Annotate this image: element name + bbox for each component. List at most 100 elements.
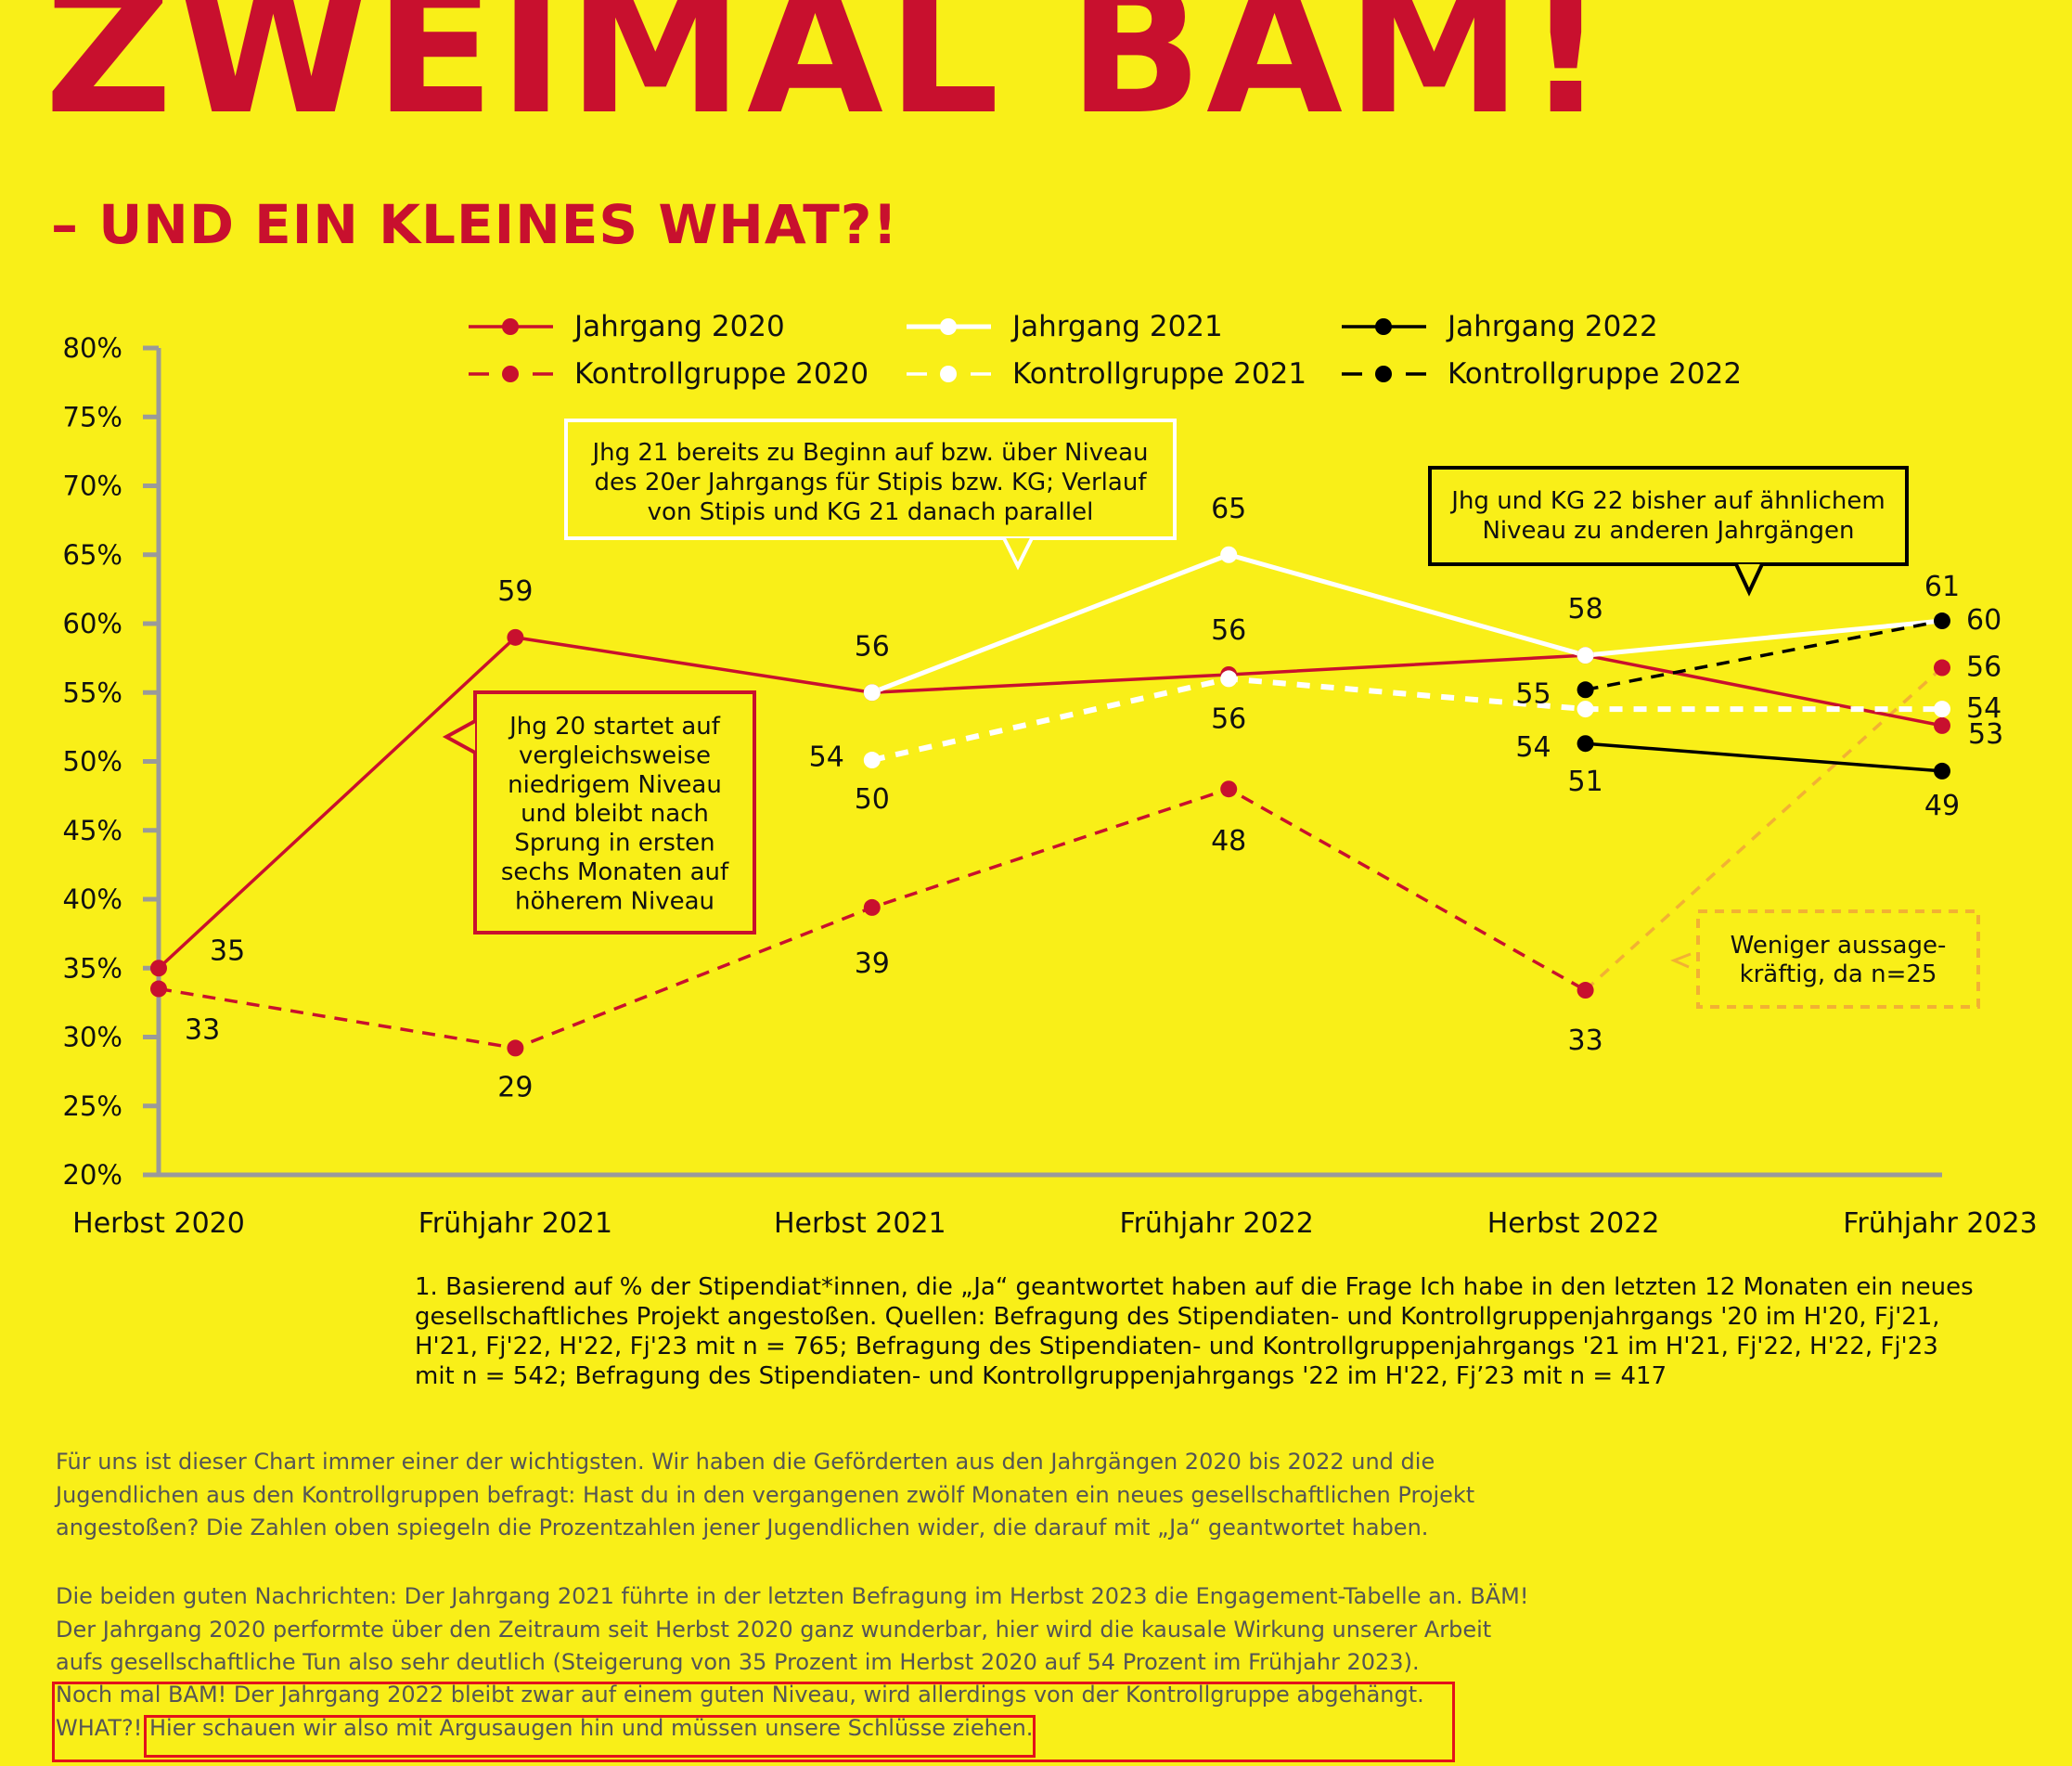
- annotation-text: niedrigem Niveau: [508, 771, 722, 799]
- annotation-tail-mask: [1004, 538, 1032, 566]
- kontrollgruppe-2020-point: [507, 1039, 524, 1057]
- x-tick-label: Herbst 2020: [72, 1207, 245, 1240]
- legend-marker-jahrgang-2022: [1375, 318, 1392, 335]
- y-tick-label: 45%: [63, 815, 122, 846]
- annotation-text: von Stipis und KG 21 danach parallel: [648, 498, 1094, 526]
- data-label: 58: [1568, 593, 1603, 625]
- body-paragraph-3: Noch mal BAM! Der Jahrgang 2022 bleibt z…: [56, 1679, 1540, 1745]
- y-tick-label: 80%: [63, 332, 122, 364]
- data-label: 61: [1924, 571, 1960, 603]
- annotation-text: und bleibt nach: [521, 800, 709, 828]
- annotation-tail: [442, 719, 476, 754]
- legend-marker-kontrollgruppe-2021: [940, 366, 957, 382]
- kontrollgruppe-2022-point: [1934, 612, 1950, 630]
- kontrollgruppe-2020-point: [1577, 982, 1594, 999]
- annotation-box: [1696, 909, 1980, 1009]
- kontrollgruppe-2022-point: [1577, 681, 1594, 699]
- annotation-box: [564, 419, 1177, 540]
- data-label: 50: [855, 783, 890, 816]
- kontrollgruppe-2020-point: [1220, 780, 1238, 798]
- x-tick-label: Herbst 2021: [774, 1207, 946, 1240]
- annotation-box: [1428, 466, 1909, 566]
- body-paragraph-1: Für uns ist dieser Chart immer einer der…: [56, 1449, 1475, 1540]
- y-tick-label: 70%: [63, 471, 122, 502]
- annotation-text: höherem Niveau: [515, 887, 714, 915]
- data-label: 54: [1515, 731, 1551, 764]
- annotation-text: Jhg 20 startet auf: [508, 713, 721, 741]
- data-label: 51: [1568, 766, 1603, 798]
- annotation-tail-mask: [446, 721, 475, 753]
- body-paragraph-3-line-2: WHAT?! Hier schauen wir also mit Argusau…: [56, 1714, 1034, 1741]
- legend-marker-jahrgang-2021: [940, 318, 957, 335]
- data-label: 54: [809, 741, 844, 773]
- y-tick-label: 20%: [63, 1159, 122, 1191]
- kontrollgruppe-2021-point: [1934, 701, 1950, 718]
- annotation-text: vergleichsweise: [519, 741, 711, 769]
- y-tick-label: 35%: [63, 952, 122, 984]
- legend-label-kontrollgruppe-2022: Kontrollgruppe 2022: [1448, 357, 1742, 391]
- legend-label-jahrgang-2022: Jahrgang 2022: [1446, 310, 1658, 343]
- kontrollgruppe-2020-point: [150, 980, 167, 998]
- data-label: 33: [185, 1014, 220, 1047]
- jahrgang-2020-point: [150, 960, 167, 977]
- annotation-text: Weniger aussage-: [1731, 932, 1947, 960]
- jahrgang-2020-line: [157, 635, 1943, 970]
- data-label: 60: [1966, 604, 2001, 637]
- jahrgang-2020-point: [1934, 716, 1950, 734]
- annotation-tail: [1734, 563, 1764, 597]
- annotation-tail: [1002, 537, 1034, 571]
- data-label: 53: [1968, 718, 2003, 751]
- legend-label-kontrollgruppe-2021: Kontrollgruppe 2021: [1012, 357, 1306, 391]
- jahrgang-2021-line: [870, 552, 1943, 695]
- jahrgang-2021-point: [863, 684, 881, 702]
- annotation-box: [473, 690, 756, 935]
- kontrollgruppe-2021-point: [863, 752, 881, 769]
- jahrgang-2022-point: [1577, 735, 1594, 753]
- legend-marker-jahrgang-2020: [502, 318, 519, 335]
- body-paragraph-3-line-1: Noch mal BAM! Der Jahrgang 2022 bleibt z…: [56, 1682, 1424, 1708]
- y-tick-label: 40%: [63, 883, 122, 915]
- jahrgang-2021-point: [1577, 647, 1594, 664]
- data-label: 49: [1924, 790, 1960, 822]
- legend-marker-kontrollgruppe-2022: [1375, 366, 1392, 382]
- jahrgang-2021-point: [1220, 546, 1238, 563]
- kontrollgruppe-2021-line: [871, 676, 1942, 763]
- y-tick-label: 60%: [63, 608, 122, 639]
- legend-label-jahrgang-2020: Jahrgang 2020: [573, 310, 785, 343]
- annotation-text: Sprung in ersten: [514, 830, 714, 857]
- data-label: 56: [1211, 614, 1246, 647]
- y-tick-label: 25%: [63, 1090, 122, 1122]
- data-label: 65: [1211, 493, 1246, 525]
- annotation-text: Niveau zu anderen Jahrgängen: [1482, 517, 1854, 545]
- annotation-text: kräftig, da n=25: [1740, 960, 1937, 988]
- kontrollgruppe-2020-point: [863, 898, 881, 916]
- y-tick-label: 50%: [63, 746, 122, 778]
- body-paragraph-2: Die beiden guten Nachrichten: Der Jahrga…: [56, 1583, 1529, 1675]
- annotation-tail-mask: [1736, 564, 1762, 592]
- data-label: 59: [497, 575, 533, 608]
- annotation-text: Jhg 21 bereits zu Beginn auf bzw. über N…: [590, 439, 1148, 467]
- legend-label-jahrgang-2021: Jahrgang 2021: [1010, 310, 1223, 343]
- kontrollgruppe-2021-point: [1220, 670, 1238, 688]
- annotation-text: Jhg und KG 22 bisher auf ähnlichem: [1449, 487, 1885, 515]
- annotation-text: sechs Monaten auf: [501, 858, 729, 886]
- data-label: 35: [210, 935, 245, 967]
- y-tick-label: 75%: [63, 401, 122, 432]
- headline: ZWEIMAL BAM!: [45, 0, 1610, 153]
- y-tick-label: 55%: [63, 677, 122, 708]
- x-tick-label: Herbst 2022: [1487, 1207, 1660, 1240]
- kontrollgruppe-2020-extra-point: [1934, 659, 1950, 677]
- data-label: 54: [1966, 692, 2001, 725]
- jahrgang-2020-point: [507, 628, 524, 646]
- subheadline: – UND EIN KLEINES WHAT?!: [51, 193, 898, 256]
- kontrollgruppe-2020-line: [158, 787, 1587, 1051]
- y-tick-label: 65%: [63, 539, 122, 571]
- annotation-text: des 20er Jahrgangs für Stipis bzw. KG; V…: [595, 469, 1148, 496]
- data-label: 29: [497, 1071, 533, 1103]
- line-chart: 80% 75% 70% 65% 60% 55% 50% 45% 40% 35% 30% 25% 20% H…: [63, 310, 2038, 1240]
- x-tick-label: Frühjahr 2021: [418, 1207, 612, 1240]
- y-tick-label: 30%: [63, 1022, 122, 1053]
- data-label: 48: [1211, 825, 1246, 857]
- data-label: 39: [855, 947, 890, 980]
- data-label: 55: [1515, 677, 1551, 710]
